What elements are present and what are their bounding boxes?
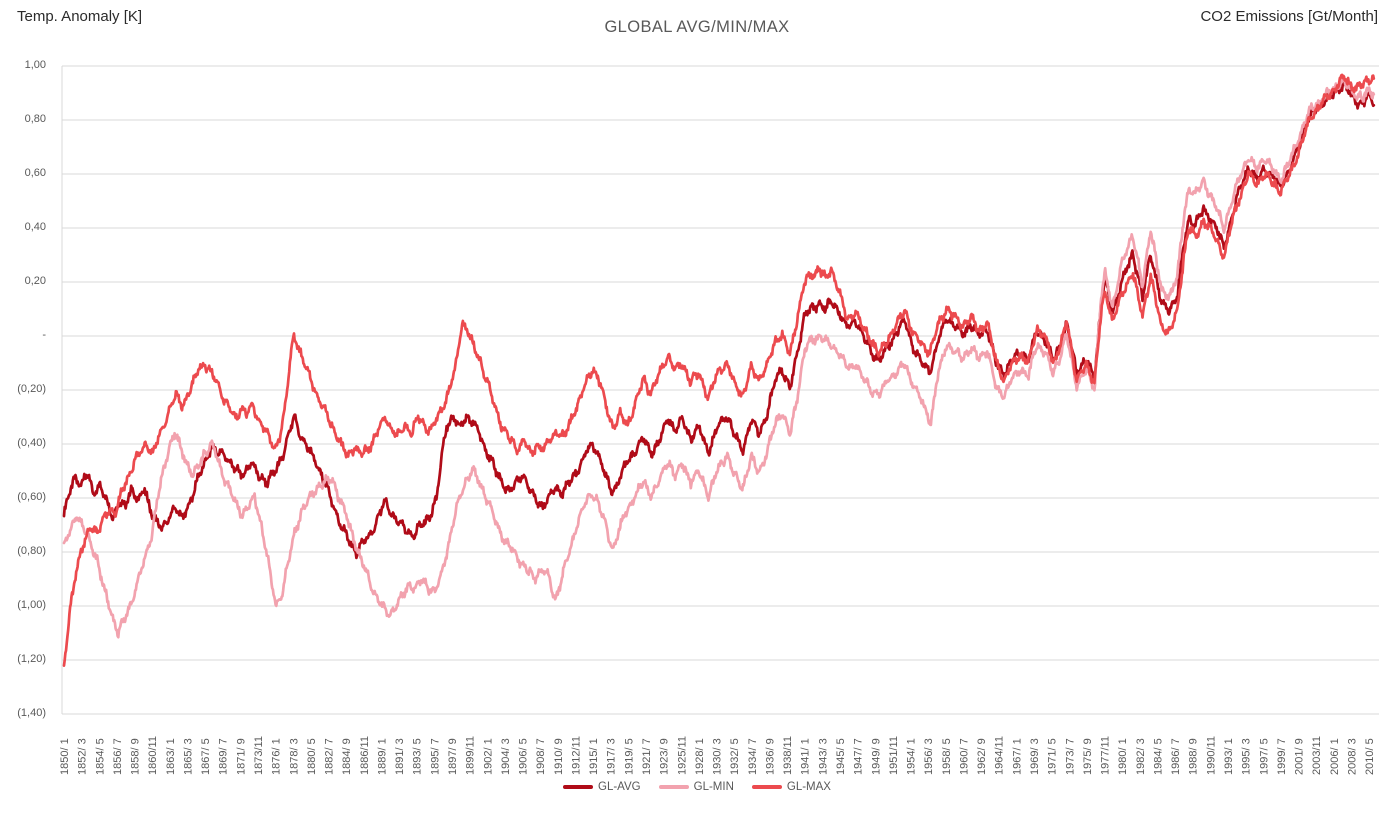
x-tick-label: 1869/ 7 bbox=[218, 738, 230, 775]
x-tick-label: 2001/ 9 bbox=[1294, 738, 1306, 775]
x-tick-label: 1997/ 5 bbox=[1258, 738, 1270, 775]
x-tick-label: 1915/ 1 bbox=[588, 738, 600, 775]
x-tick-label: 1990/11 bbox=[1205, 736, 1217, 775]
x-tick-label: 1977/11 bbox=[1100, 736, 1112, 775]
x-tick-label: 1999/ 7 bbox=[1276, 738, 1288, 775]
x-tick-label: 1923/ 9 bbox=[659, 738, 671, 775]
chart-title: GLOBAL AVG/MIN/MAX bbox=[604, 18, 790, 36]
x-tick-label: 1986/ 7 bbox=[1170, 738, 1182, 775]
x-tick-label: 1891/ 3 bbox=[394, 738, 406, 775]
x-tick-label: 1850/ 1 bbox=[59, 738, 71, 775]
x-tick-label: 1967/ 1 bbox=[1011, 738, 1023, 775]
x-tick-label: 1925/11 bbox=[676, 736, 688, 775]
x-tick-label: 1904/ 3 bbox=[500, 738, 512, 775]
x-tick-label: 1943/ 3 bbox=[817, 738, 829, 775]
legend: GL-AVG GL-MIN GL-MAX bbox=[0, 781, 1394, 793]
x-tick-label: 1945/ 5 bbox=[835, 738, 847, 775]
x-tick-label: 2010/ 5 bbox=[1364, 738, 1376, 775]
x-tick-label: 1921/ 7 bbox=[641, 738, 653, 775]
x-tick-label: 1975/ 9 bbox=[1082, 738, 1094, 775]
x-tick-label: 1852/ 3 bbox=[77, 738, 89, 775]
x-tick-label: 1899/11 bbox=[465, 736, 477, 775]
x-tick-label: 1865/ 3 bbox=[183, 738, 195, 775]
x-tick-label: 1956/ 3 bbox=[923, 738, 935, 775]
x-tick-label: 1934/ 7 bbox=[747, 738, 759, 775]
x-tick-label: 1988/ 9 bbox=[1188, 738, 1200, 775]
x-tick-label: 1949/ 9 bbox=[870, 738, 882, 775]
legend-label-gl-max: GL-MAX bbox=[786, 781, 831, 793]
x-tick-label: 1878/ 3 bbox=[288, 738, 300, 775]
x-tick-label: 1884/ 9 bbox=[341, 738, 353, 775]
x-tick-label: 1951/11 bbox=[888, 736, 900, 775]
x-tick-label: 1962/ 9 bbox=[976, 738, 988, 775]
x-tick-label: 1882/ 7 bbox=[324, 738, 336, 775]
x-tick-label: 1932/ 5 bbox=[729, 738, 741, 775]
left-axis-title: Temp. Anomaly [K] bbox=[17, 8, 143, 25]
x-tick-label: 1980/ 1 bbox=[1117, 738, 1129, 775]
x-tick-label: 1930/ 3 bbox=[712, 738, 724, 775]
x-tick-label: 1947/ 7 bbox=[853, 738, 865, 775]
x-tick-label: 1902/ 1 bbox=[482, 738, 494, 775]
legend-swatch-gl-avg bbox=[563, 785, 594, 789]
x-tick-label: 1880/ 5 bbox=[306, 738, 318, 775]
x-tick-label: 1856/ 7 bbox=[112, 738, 124, 775]
x-tick-label: 1889/ 1 bbox=[377, 738, 389, 775]
x-axis-labels: 1850/ 1 1852/ 3 1854/ 5 1856/ 7 1858/ 9 1860/… bbox=[59, 736, 1376, 775]
x-tick-label: 1873/11 bbox=[253, 736, 265, 775]
series-gl-min-line bbox=[62, 76, 1376, 639]
x-tick-label: 1995/ 3 bbox=[1241, 738, 1253, 775]
x-tick-label: 1958/ 5 bbox=[941, 738, 953, 775]
x-tick-label: 1917/ 3 bbox=[606, 738, 618, 775]
series-gl-avg-line bbox=[62, 79, 1376, 560]
legend-swatch-gl-max bbox=[751, 785, 782, 789]
x-tick-label: 1860/11 bbox=[147, 736, 159, 775]
legend-item-gl-min[interactable]: GL-MIN bbox=[658, 781, 734, 793]
x-tick-label: 1893/ 5 bbox=[412, 738, 424, 775]
x-tick-label: 1938/11 bbox=[782, 736, 794, 775]
x-tick-label: 1906/ 5 bbox=[518, 738, 530, 775]
x-tick-label: 1871/ 9 bbox=[235, 738, 247, 775]
legend-item-gl-max[interactable]: GL-MAX bbox=[751, 781, 831, 793]
x-tick-label: 1895/ 7 bbox=[429, 738, 441, 775]
x-tick-label: 1928/ 1 bbox=[694, 738, 706, 775]
x-tick-label: 1912/11 bbox=[571, 736, 583, 775]
x-tick-label: 1854/ 5 bbox=[94, 738, 106, 775]
x-tick-label: 1876/ 1 bbox=[271, 738, 283, 775]
x-tick-label: 1863/ 1 bbox=[165, 738, 177, 775]
x-tick-label: 1908/ 7 bbox=[535, 738, 547, 775]
x-tick-label: 1971/ 5 bbox=[1047, 738, 1059, 775]
x-tick-label: 1897/ 9 bbox=[447, 738, 459, 775]
x-tick-label: 1964/11 bbox=[994, 736, 1006, 775]
x-tick-label: 1982/ 3 bbox=[1135, 738, 1147, 775]
x-tick-label: 1867/ 5 bbox=[200, 738, 212, 775]
x-tick-label: 1858/ 9 bbox=[130, 738, 142, 775]
legend-label-gl-avg: GL-AVG bbox=[598, 781, 641, 793]
x-tick-label: 1984/ 5 bbox=[1153, 738, 1165, 775]
legend-item-gl-avg[interactable]: GL-AVG bbox=[563, 781, 641, 793]
x-tick-label: 1936/ 9 bbox=[765, 738, 777, 775]
legend-swatch-gl-min bbox=[658, 785, 689, 789]
series-gl-max-line bbox=[62, 73, 1376, 667]
x-tick-label: 1969/ 3 bbox=[1029, 738, 1041, 775]
x-tick-label: 2006/ 1 bbox=[1329, 738, 1341, 775]
x-tick-label: 1954/ 1 bbox=[906, 738, 918, 775]
x-tick-label: 2008/ 3 bbox=[1347, 738, 1359, 775]
x-tick-label: 1910/ 9 bbox=[553, 738, 565, 775]
legend-label-gl-min: GL-MIN bbox=[693, 781, 734, 793]
x-tick-label: 1960/ 7 bbox=[959, 738, 971, 775]
x-tick-label: 1886/11 bbox=[359, 736, 371, 775]
x-tick-label: 1919/ 5 bbox=[623, 738, 635, 775]
x-tick-label: 1941/ 1 bbox=[800, 738, 812, 775]
x-tick-label: 2003/11 bbox=[1311, 736, 1323, 775]
x-tick-label: 1993/ 1 bbox=[1223, 738, 1235, 775]
x-tick-label: 1973/ 7 bbox=[1064, 738, 1076, 775]
right-axis-title: CO2 Emissions [Gt/Month] bbox=[1200, 8, 1378, 25]
